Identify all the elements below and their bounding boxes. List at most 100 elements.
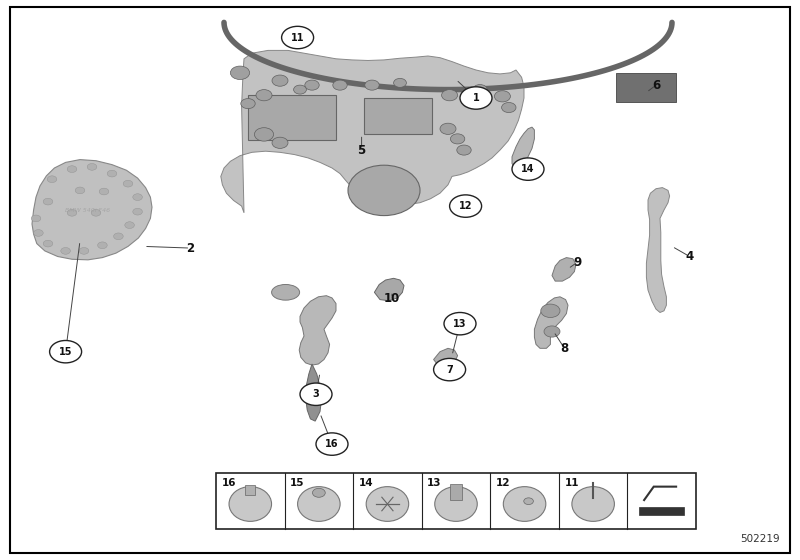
Circle shape bbox=[442, 90, 458, 101]
Polygon shape bbox=[512, 127, 534, 168]
Text: 1: 1 bbox=[473, 93, 479, 103]
Ellipse shape bbox=[434, 487, 478, 521]
Circle shape bbox=[333, 80, 347, 90]
Text: 16: 16 bbox=[222, 478, 236, 488]
FancyBboxPatch shape bbox=[616, 73, 676, 102]
Ellipse shape bbox=[229, 487, 271, 521]
Circle shape bbox=[91, 209, 101, 216]
Circle shape bbox=[125, 222, 134, 228]
Circle shape bbox=[434, 358, 466, 381]
Text: 12: 12 bbox=[496, 478, 510, 488]
Circle shape bbox=[99, 188, 109, 195]
Text: 13: 13 bbox=[454, 319, 466, 329]
Circle shape bbox=[123, 180, 133, 187]
Text: 502219: 502219 bbox=[740, 534, 780, 544]
Circle shape bbox=[34, 230, 43, 236]
Circle shape bbox=[254, 128, 274, 141]
Text: 11: 11 bbox=[291, 32, 304, 43]
Circle shape bbox=[133, 194, 142, 200]
Circle shape bbox=[31, 215, 41, 222]
Circle shape bbox=[61, 248, 70, 254]
Text: 9: 9 bbox=[574, 255, 582, 269]
Circle shape bbox=[79, 248, 89, 254]
Ellipse shape bbox=[298, 487, 340, 521]
Circle shape bbox=[502, 102, 516, 113]
FancyBboxPatch shape bbox=[248, 95, 336, 140]
Circle shape bbox=[241, 99, 255, 109]
Text: 13: 13 bbox=[427, 478, 442, 488]
Bar bbox=[246, 485, 255, 495]
Circle shape bbox=[256, 90, 272, 101]
Bar bbox=[450, 484, 462, 500]
Circle shape bbox=[272, 75, 288, 86]
Circle shape bbox=[316, 433, 348, 455]
Ellipse shape bbox=[503, 487, 546, 521]
Text: 2: 2 bbox=[186, 241, 194, 255]
Circle shape bbox=[43, 198, 53, 205]
Text: 3: 3 bbox=[313, 389, 319, 399]
Circle shape bbox=[394, 78, 406, 87]
Circle shape bbox=[473, 85, 487, 95]
Text: 6: 6 bbox=[652, 78, 660, 92]
Polygon shape bbox=[221, 50, 524, 213]
Circle shape bbox=[43, 240, 53, 247]
Circle shape bbox=[300, 383, 332, 405]
Circle shape bbox=[524, 498, 534, 505]
Circle shape bbox=[440, 123, 456, 134]
Text: 7: 7 bbox=[446, 365, 453, 375]
Circle shape bbox=[282, 26, 314, 49]
Polygon shape bbox=[374, 278, 404, 301]
Text: 16: 16 bbox=[326, 439, 338, 449]
Text: 14: 14 bbox=[522, 164, 534, 174]
Polygon shape bbox=[299, 296, 336, 365]
Polygon shape bbox=[646, 188, 670, 312]
Circle shape bbox=[67, 166, 77, 172]
Circle shape bbox=[98, 242, 107, 249]
Bar bbox=[639, 507, 684, 515]
Circle shape bbox=[460, 87, 492, 109]
Text: 11: 11 bbox=[564, 478, 579, 488]
Text: 4: 4 bbox=[686, 250, 694, 263]
Circle shape bbox=[348, 165, 420, 216]
Circle shape bbox=[67, 209, 77, 216]
Bar bbox=[216, 473, 696, 529]
Circle shape bbox=[107, 170, 117, 177]
Text: 8: 8 bbox=[561, 342, 569, 356]
Polygon shape bbox=[552, 258, 576, 281]
Circle shape bbox=[494, 91, 510, 102]
Text: 15: 15 bbox=[59, 347, 72, 357]
Circle shape bbox=[133, 208, 142, 215]
Circle shape bbox=[450, 134, 465, 144]
Ellipse shape bbox=[271, 284, 299, 300]
Circle shape bbox=[512, 158, 544, 180]
FancyBboxPatch shape bbox=[364, 98, 432, 134]
Circle shape bbox=[313, 488, 326, 497]
Text: 10: 10 bbox=[384, 292, 400, 305]
Circle shape bbox=[305, 80, 319, 90]
Circle shape bbox=[541, 304, 560, 318]
Polygon shape bbox=[306, 364, 322, 421]
Circle shape bbox=[450, 195, 482, 217]
Circle shape bbox=[47, 176, 57, 183]
Circle shape bbox=[365, 80, 379, 90]
Circle shape bbox=[230, 66, 250, 80]
Circle shape bbox=[50, 340, 82, 363]
Circle shape bbox=[272, 137, 288, 148]
Circle shape bbox=[294, 85, 306, 94]
Circle shape bbox=[457, 145, 471, 155]
Circle shape bbox=[114, 233, 123, 240]
Polygon shape bbox=[32, 160, 152, 260]
Circle shape bbox=[444, 312, 476, 335]
Text: 14: 14 bbox=[358, 478, 374, 488]
Text: 5: 5 bbox=[358, 143, 366, 157]
Text: BMW 540i F46: BMW 540i F46 bbox=[66, 208, 110, 212]
Ellipse shape bbox=[366, 487, 409, 521]
Circle shape bbox=[87, 164, 97, 170]
Circle shape bbox=[544, 326, 560, 337]
Circle shape bbox=[75, 187, 85, 194]
Text: 12: 12 bbox=[459, 201, 472, 211]
Text: 15: 15 bbox=[290, 478, 305, 488]
Polygon shape bbox=[434, 348, 458, 367]
Ellipse shape bbox=[572, 487, 614, 521]
Polygon shape bbox=[534, 297, 568, 348]
